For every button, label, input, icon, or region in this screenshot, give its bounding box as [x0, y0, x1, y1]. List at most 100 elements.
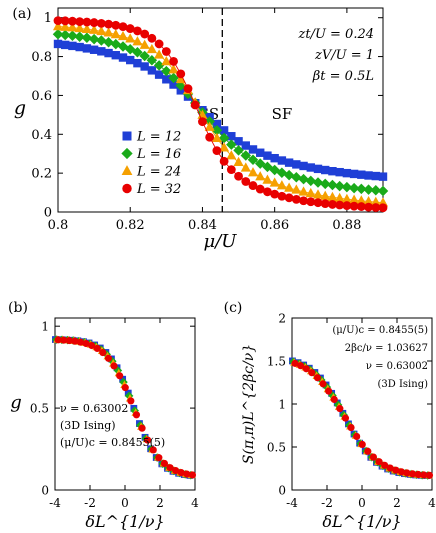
data-point	[52, 28, 64, 40]
data-point	[132, 47, 143, 58]
annotation-text: (μ/U)c = 0.8455(5)	[60, 436, 165, 449]
data-point	[305, 175, 317, 187]
legend-marker	[122, 183, 132, 194]
data-point	[161, 47, 171, 56]
panel-label: (c)	[224, 300, 243, 316]
y-tick-label: 2	[278, 312, 286, 326]
data-point	[117, 30, 129, 41]
data-point	[313, 374, 322, 382]
data-point	[161, 55, 172, 66]
data-point	[370, 196, 381, 206]
data-point	[110, 28, 121, 39]
data-point	[93, 344, 101, 353]
data-point	[341, 414, 350, 422]
data-point	[155, 454, 163, 462]
y-axis-label: g	[14, 97, 26, 119]
y-tick-label: 0.4	[31, 128, 52, 143]
data-point	[99, 349, 107, 357]
data-point	[312, 177, 324, 188]
data-point	[154, 70, 164, 79]
data-point	[138, 424, 146, 432]
data-point	[241, 177, 251, 186]
legend: L = 12 L = 16 L = 24 L = 32	[121, 130, 181, 197]
annotation-text: βt = 0.5L	[312, 69, 374, 84]
data-point	[241, 141, 250, 150]
y-tick-label: 0.5	[267, 441, 286, 455]
x-tick-label: 4	[191, 496, 199, 510]
data-point	[139, 50, 150, 62]
data-point	[263, 187, 272, 197]
data-point	[255, 184, 265, 194]
y-tick-label: 0	[41, 484, 49, 498]
data-point	[263, 151, 272, 160]
data-point	[97, 47, 106, 56]
data-point	[147, 66, 157, 75]
data-point	[60, 16, 70, 26]
data-point	[270, 189, 280, 199]
data-point	[284, 182, 295, 192]
data-point	[297, 362, 305, 370]
data-point	[71, 337, 79, 345]
y-tick-label: 0	[278, 484, 286, 498]
data-point	[277, 191, 287, 201]
data-point	[211, 124, 223, 136]
data-point	[291, 359, 299, 367]
panel-b: -4 -2 0 2 4 0 0.5 1 ν = 0.63002 (3D Ising) (μ/U)c …	[8, 300, 199, 531]
data-point	[308, 369, 316, 377]
data-point	[127, 397, 135, 405]
data-point	[227, 132, 236, 141]
data-point	[146, 43, 157, 54]
data-point	[103, 36, 114, 48]
data-point	[169, 57, 178, 66]
data-point	[60, 336, 68, 344]
data-point	[59, 29, 71, 41]
data-point	[233, 156, 244, 167]
data-point	[74, 22, 85, 33]
data-point	[247, 154, 259, 165]
data-point	[234, 137, 243, 146]
x-tick-label: 0.84	[188, 218, 217, 233]
y-tick-label: 0.8	[31, 50, 52, 65]
data-point	[219, 126, 229, 135]
data-point	[291, 194, 301, 204]
panel-label: (b)	[8, 300, 28, 316]
data-point	[146, 55, 158, 66]
data-point	[161, 65, 172, 77]
legend-label: L = 24	[136, 165, 181, 180]
data-point	[153, 60, 165, 71]
data-point	[341, 193, 352, 203]
y-tick-label: 0.6	[31, 89, 52, 104]
data-point	[226, 150, 237, 160]
data-point	[68, 41, 77, 51]
data-point	[335, 167, 344, 177]
data-point	[74, 31, 85, 43]
y-tick-label: 0.5	[30, 402, 49, 416]
data-point	[353, 432, 361, 441]
data-point	[328, 200, 337, 209]
data-point	[356, 195, 367, 205]
data-point	[52, 20, 64, 31]
data-point	[132, 36, 143, 46]
data-point	[233, 145, 244, 156]
data-point	[118, 22, 128, 32]
data-point	[116, 372, 124, 380]
y-tick-label: 0.2	[31, 167, 52, 182]
legend-label: L = 16	[136, 147, 181, 162]
data-point	[312, 189, 324, 199]
data-point	[349, 201, 359, 211]
data-point	[76, 338, 85, 346]
data-point	[139, 39, 150, 49]
data-point	[364, 447, 372, 455]
data-point	[364, 171, 373, 180]
data-point	[248, 145, 258, 154]
data-point	[96, 18, 106, 28]
data-point	[212, 119, 222, 129]
data-point	[67, 30, 78, 42]
annotation-text: zV/U = 1	[314, 48, 374, 63]
data-point	[306, 163, 315, 172]
data-point	[88, 33, 100, 45]
data-point	[348, 182, 360, 194]
data-point	[334, 180, 345, 192]
data-point	[204, 116, 215, 127]
data-point	[347, 423, 355, 432]
